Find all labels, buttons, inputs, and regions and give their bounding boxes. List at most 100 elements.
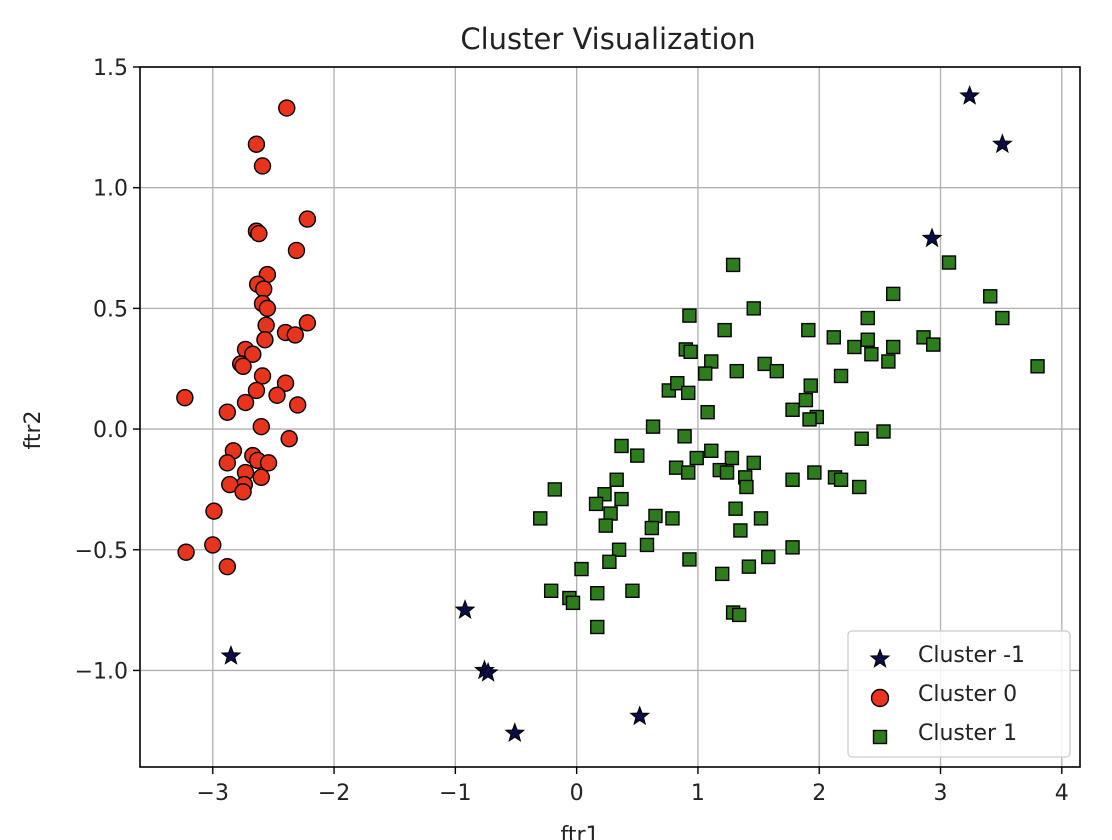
- square-point: [609, 472, 624, 487]
- circle-point: [204, 536, 222, 554]
- y-tick-label: 0.0: [93, 418, 128, 443]
- circle-point: [268, 386, 286, 404]
- y-tick-label: 0.5: [93, 297, 128, 322]
- star-point: [477, 661, 499, 682]
- circle-point: [221, 475, 239, 494]
- square-point: [725, 257, 741, 273]
- square-point: [729, 363, 744, 379]
- circle-point: [253, 367, 272, 385]
- chart-title: Cluster Visualization: [460, 22, 755, 56]
- x-tick-label: 4: [1055, 781, 1069, 806]
- x-tick-label: 1: [691, 781, 705, 806]
- square-point: [603, 506, 618, 521]
- square-point: [733, 523, 748, 538]
- square-point: [876, 424, 891, 439]
- square-point: [886, 286, 901, 302]
- circle-point: [255, 280, 273, 298]
- circle-point: [205, 502, 223, 520]
- square-point: [728, 501, 743, 516]
- legend-item: Cluster 1: [872, 721, 1017, 746]
- square-point: [746, 301, 761, 316]
- square-point: [807, 465, 822, 480]
- legend-box: [847, 630, 1071, 758]
- star-point: [991, 133, 1013, 154]
- circle-point: [234, 357, 252, 376]
- square-point: [761, 549, 776, 565]
- circle-point: [252, 468, 270, 487]
- legend-item: Cluster 0: [870, 682, 1017, 708]
- circle-point: [253, 157, 272, 175]
- circle-point: [280, 430, 298, 448]
- y-tick-label: 1.0: [93, 177, 128, 202]
- square-point: [739, 479, 754, 495]
- square-point: [833, 472, 849, 487]
- square-point: [852, 479, 867, 495]
- square-point: [941, 255, 957, 270]
- legend-label: Cluster -1: [918, 643, 1025, 668]
- series-circle: [176, 99, 317, 576]
- square-point: [677, 429, 692, 444]
- star-point: [629, 705, 651, 726]
- circle-point: [234, 483, 252, 501]
- x-tick-label: 3: [934, 781, 948, 806]
- square-point: [644, 520, 660, 536]
- circle-point: [287, 241, 306, 260]
- square-point: [983, 289, 998, 304]
- circle-point: [257, 316, 275, 334]
- square-point: [648, 508, 663, 524]
- square-point: [719, 465, 735, 480]
- circle-point: [298, 314, 317, 332]
- square-point: [681, 385, 696, 401]
- square-point: [847, 339, 862, 355]
- x-tick-label: −3: [197, 781, 229, 806]
- square-point: [565, 595, 581, 611]
- square-point: [625, 583, 640, 598]
- square-point: [611, 542, 627, 557]
- y-tick-label: −1.0: [75, 659, 128, 684]
- square-point: [682, 552, 697, 567]
- legend-marker: [872, 729, 888, 745]
- x-tick-label: 0: [570, 781, 584, 806]
- star-point: [220, 645, 242, 665]
- circle-point: [259, 454, 278, 472]
- square-point: [645, 419, 661, 434]
- x-tick-label: 2: [812, 781, 826, 806]
- square-point: [757, 356, 772, 372]
- circle-point: [244, 345, 262, 363]
- square-point: [689, 450, 704, 466]
- square-point: [802, 412, 817, 427]
- circle-point: [247, 135, 266, 153]
- square-point: [731, 607, 747, 623]
- square-point: [700, 404, 715, 420]
- circle-point: [288, 396, 307, 414]
- legend: Cluster -1 Cluster 0 Cluster 1: [847, 630, 1071, 758]
- circle-point: [247, 381, 266, 400]
- square-point: [785, 472, 800, 487]
- y-axis-label: ftr2: [21, 410, 46, 449]
- square-point: [639, 537, 655, 553]
- square-point: [798, 392, 814, 408]
- series-square: [533, 255, 1045, 635]
- circle-point: [256, 331, 274, 349]
- legend-label: Cluster 0: [918, 682, 1017, 707]
- square-point: [714, 566, 730, 582]
- square-point: [864, 347, 879, 362]
- axis-ticks: −3 −2 −1 0 1 2 3 4 −1.0 −0.5 0.0 0.5 1.0 1.5: [75, 56, 1069, 806]
- square-point: [704, 354, 719, 369]
- circle-point: [236, 393, 255, 412]
- star-point: [454, 599, 476, 619]
- square-point: [753, 511, 769, 526]
- circle-point: [258, 299, 277, 318]
- square-point: [588, 496, 604, 512]
- x-axis-label: ftr1: [560, 823, 599, 840]
- circle-point: [250, 224, 268, 243]
- square-point: [590, 586, 605, 601]
- square-point: [860, 332, 875, 347]
- square-point: [785, 540, 800, 555]
- circle-point: [278, 99, 296, 117]
- square-point: [1030, 359, 1045, 374]
- square-point: [785, 402, 800, 417]
- square-point: [682, 308, 697, 323]
- star-point: [504, 722, 526, 743]
- square-point: [543, 583, 559, 598]
